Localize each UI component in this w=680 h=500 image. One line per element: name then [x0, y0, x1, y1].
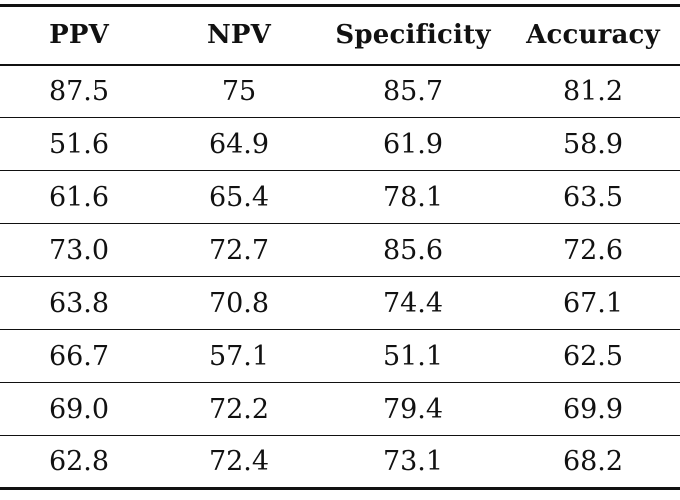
- cell-specificity: 51.1: [382, 340, 444, 372]
- cell-ppv: 63.8: [48, 287, 110, 319]
- cell-specificity: 61.9: [382, 128, 444, 160]
- cell-npv: 70.8: [208, 287, 270, 319]
- cell-accuracy: 81.2: [562, 75, 624, 107]
- cell-accuracy: 67.1: [562, 287, 624, 319]
- table-row: 87.5 75 85.7 81.2: [0, 65, 680, 118]
- header-row: PPV NPV Specificity Accuracy: [0, 5, 680, 65]
- table-body: 87.5 75 85.7 81.2 51.6 64.9 61.9 58.9 61…: [0, 65, 680, 489]
- cell-npv: 65.4: [208, 181, 270, 213]
- metrics-table: PPV NPV Specificity Accuracy 87.5 75 85.…: [0, 4, 680, 490]
- cell-ppv: 51.6: [48, 128, 110, 160]
- cell-accuracy: 69.9: [562, 393, 624, 425]
- cell-accuracy: 68.2: [562, 446, 624, 477]
- table-row: 62.8 72.4 73.1 68.2: [0, 436, 680, 489]
- table-row: 73.0 72.7 85.6 72.6: [0, 224, 680, 277]
- metrics-table-container: PPV NPV Specificity Accuracy 87.5 75 85.…: [0, 4, 680, 490]
- table-row: 61.6 65.4 78.1 63.5: [0, 171, 680, 224]
- header-accuracy: Accuracy: [526, 20, 660, 51]
- cell-npv: 72.2: [208, 393, 270, 425]
- cell-npv: 72.7: [208, 234, 270, 266]
- cell-specificity: 78.1: [382, 181, 444, 213]
- cell-specificity: 85.7: [382, 75, 444, 107]
- cell-ppv: 87.5: [48, 75, 110, 107]
- header-npv: NPV: [206, 20, 272, 51]
- cell-ppv: 62.8: [48, 446, 110, 477]
- cell-accuracy: 58.9: [562, 128, 624, 160]
- table-row: 51.6 64.9 61.9 58.9: [0, 118, 680, 171]
- cell-npv: 75: [221, 75, 257, 107]
- cell-ppv: 73.0: [48, 234, 110, 266]
- cell-npv: 72.4: [208, 446, 270, 477]
- cell-specificity: 73.1: [382, 446, 444, 477]
- cell-accuracy: 63.5: [562, 181, 624, 213]
- cell-accuracy: 72.6: [562, 234, 624, 266]
- cell-specificity: 85.6: [382, 234, 444, 266]
- table-row: 63.8 70.8 74.4 67.1: [0, 277, 680, 330]
- cell-specificity: 74.4: [382, 287, 444, 319]
- table-row: 66.7 57.1 51.1 62.5: [0, 330, 680, 383]
- header-ppv: PPV: [49, 20, 109, 51]
- cell-specificity: 79.4: [382, 393, 444, 425]
- cell-ppv: 69.0: [48, 393, 110, 425]
- header-specificity: Specificity: [335, 20, 491, 51]
- cell-ppv: 61.6: [48, 181, 110, 213]
- cell-accuracy: 62.5: [562, 340, 624, 372]
- table-header: PPV NPV Specificity Accuracy: [0, 5, 680, 65]
- table-row: 69.0 72.2 79.4 69.9: [0, 383, 680, 436]
- cell-npv: 64.9: [208, 128, 270, 160]
- cell-npv: 57.1: [208, 340, 270, 372]
- cell-ppv: 66.7: [48, 340, 110, 372]
